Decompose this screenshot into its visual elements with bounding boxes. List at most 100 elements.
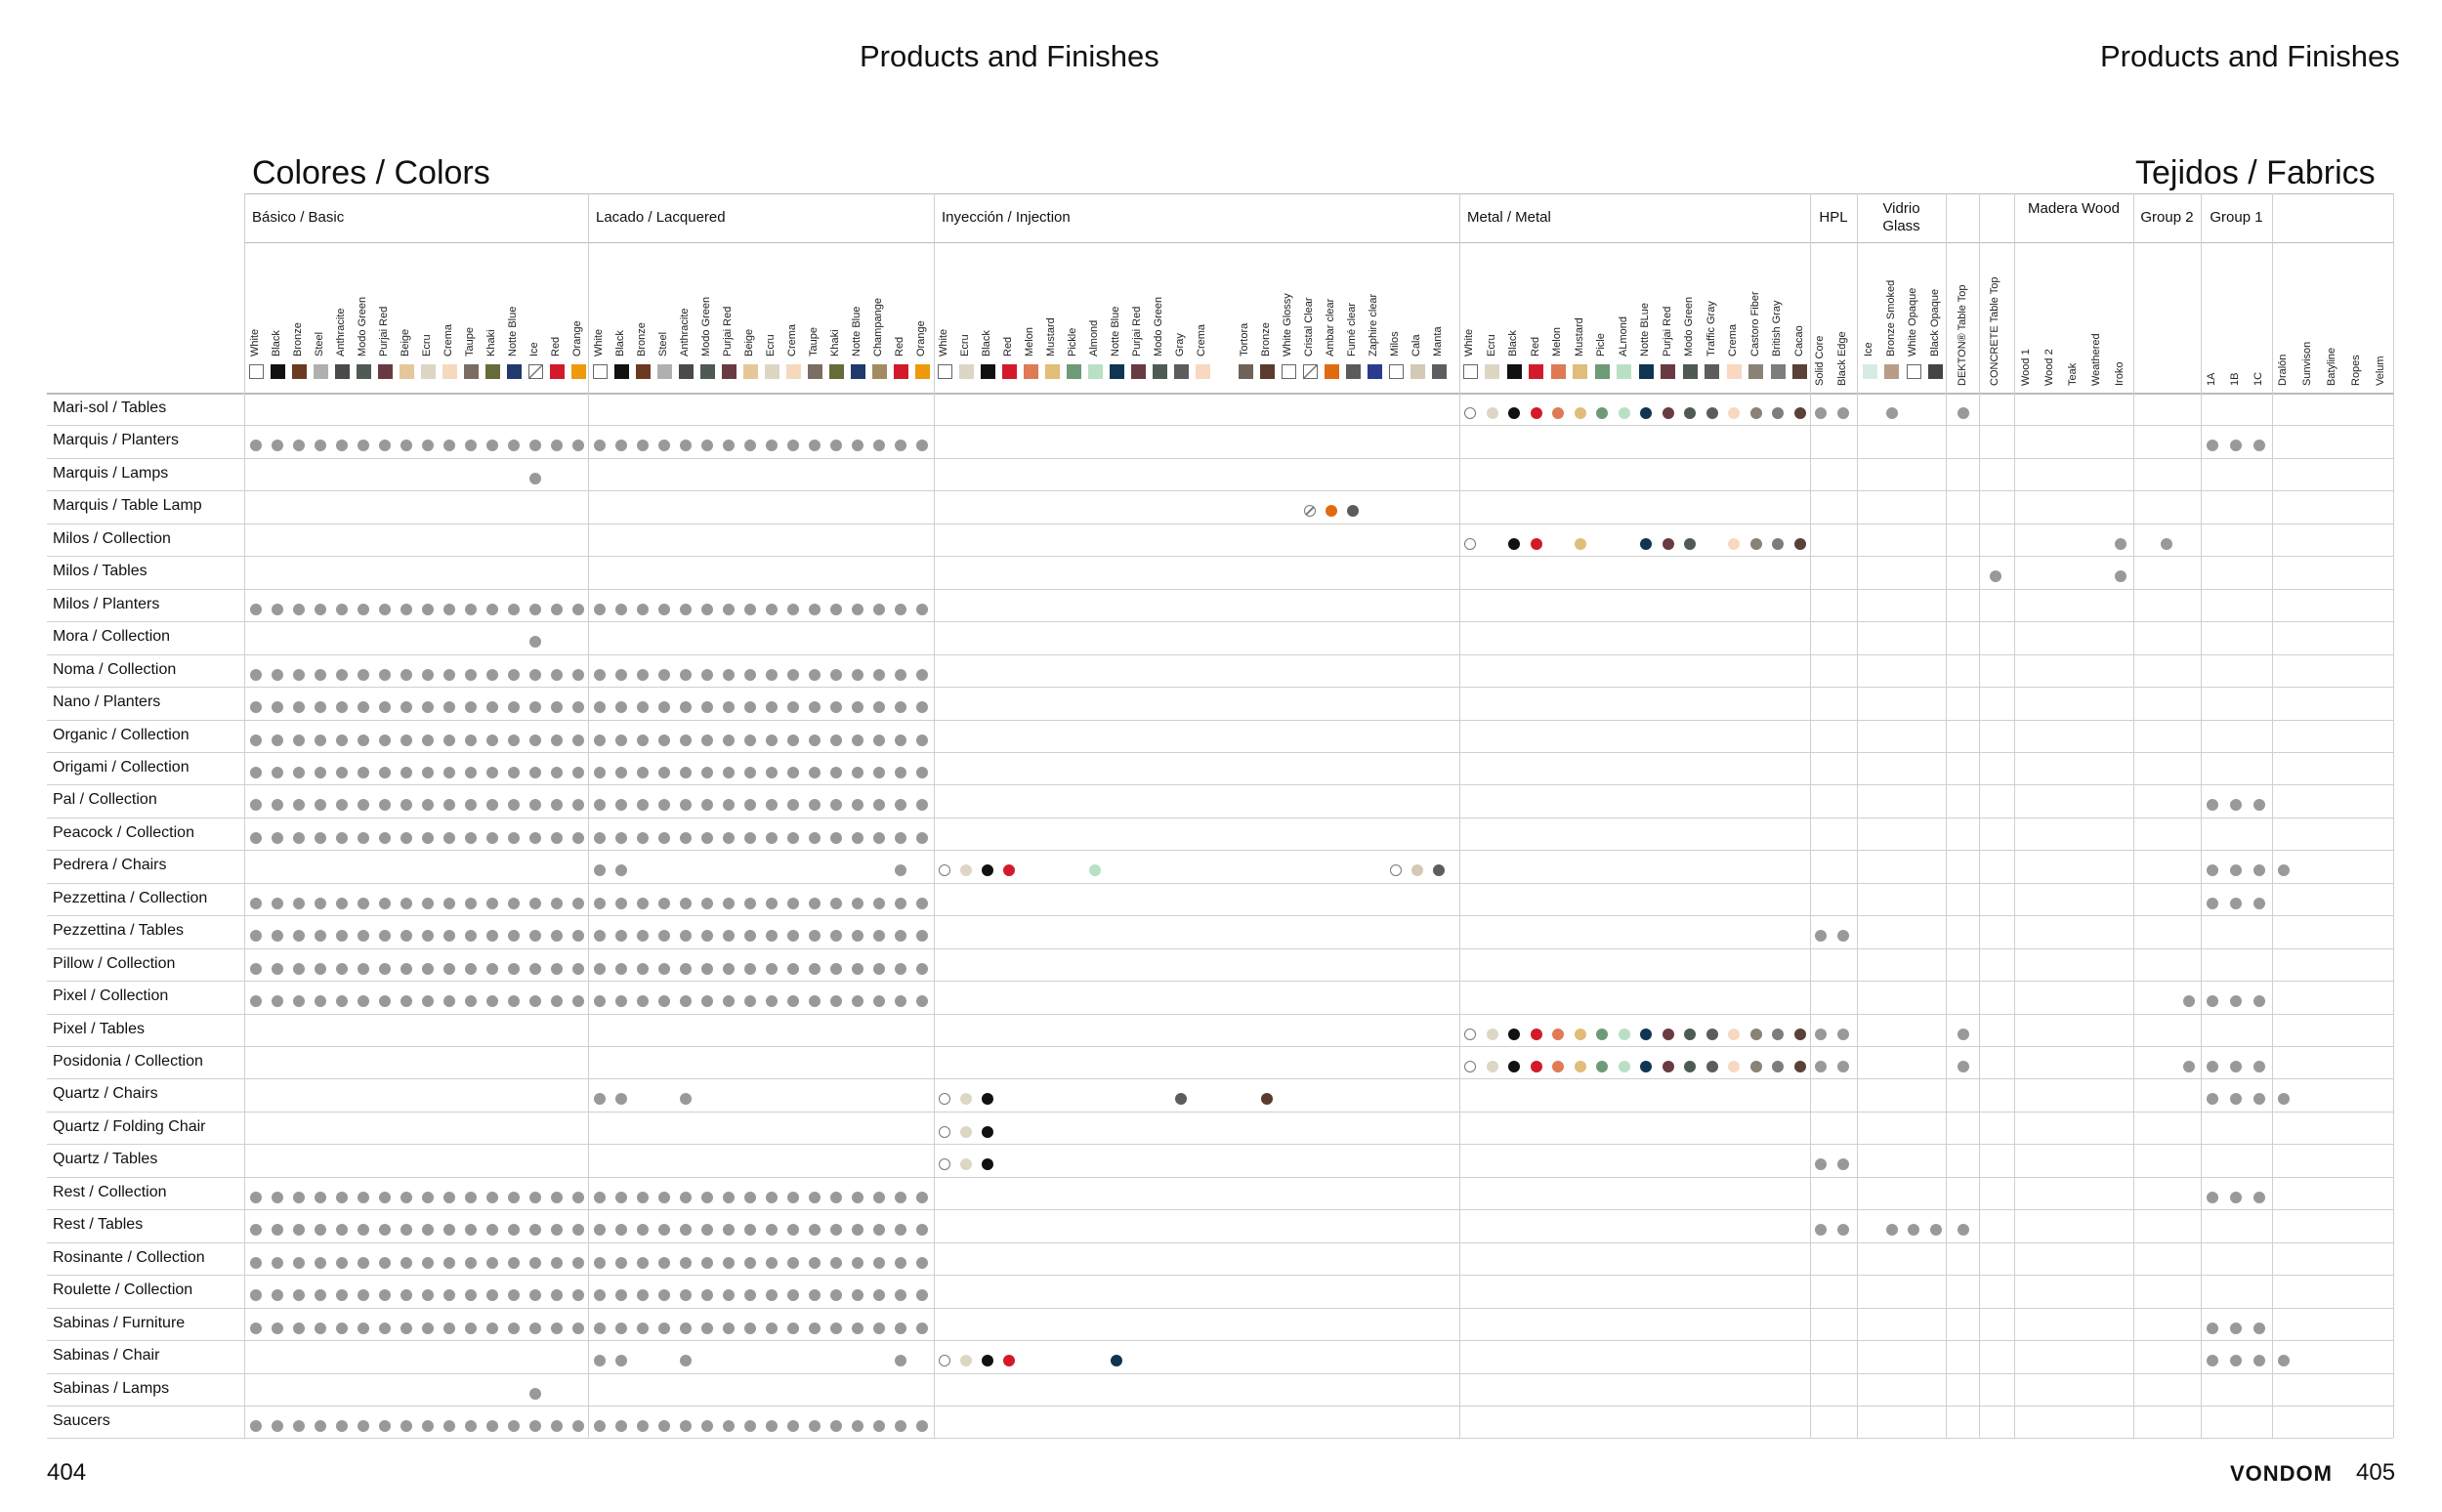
column-rule [1810, 193, 1811, 1439]
availability-dot [465, 766, 477, 778]
availability-dot [551, 897, 563, 909]
availability-dot [1815, 1028, 1827, 1040]
availability-dot [2161, 537, 2172, 550]
row-rule [47, 490, 2393, 491]
availability-dot [873, 897, 885, 909]
availability-dot [2230, 995, 2242, 1008]
availability-dot [680, 1289, 692, 1302]
availability-dot [250, 962, 262, 975]
availability-dot [1552, 1061, 1564, 1072]
availability-dot [809, 603, 821, 615]
column-name: Batyline [2326, 347, 2337, 386]
availability-dot [400, 962, 412, 975]
availability-dot [982, 1093, 993, 1106]
availability-dot [852, 440, 863, 452]
availability-dot [852, 930, 863, 943]
availability-dot [873, 701, 885, 714]
availability-dot [766, 799, 778, 812]
availability-dot [465, 897, 477, 909]
swatch [1617, 364, 1631, 379]
availability-dot [744, 1419, 756, 1432]
availability-dot [1574, 407, 1586, 419]
column-name: Melon [1551, 327, 1563, 357]
availability-dot [852, 897, 863, 909]
availability-dot [486, 734, 498, 746]
availability-dot [2207, 897, 2218, 909]
availability-dot [1390, 864, 1402, 877]
availability-dot [508, 701, 520, 714]
availability-dot [594, 766, 606, 778]
availability-dot [250, 1256, 262, 1269]
availability-dot [852, 734, 863, 746]
availability-dot [809, 930, 821, 943]
swatch [1173, 364, 1189, 379]
availability-dot [1464, 1061, 1476, 1072]
availability-dot [443, 930, 455, 943]
swatch [807, 364, 822, 379]
availability-dot [315, 701, 326, 714]
availability-dot [1662, 537, 1674, 550]
availability-dot [701, 897, 713, 909]
availability-dot [852, 995, 863, 1008]
availability-dot [830, 766, 842, 778]
column-name: Black [1507, 330, 1519, 357]
availability-dot [637, 440, 649, 452]
availability-dot [315, 668, 326, 681]
availability-dot [1596, 1061, 1608, 1072]
availability-dot [1433, 864, 1445, 877]
availability-dot [809, 1419, 821, 1432]
availability-dot [637, 603, 649, 615]
availability-dot [400, 1256, 412, 1269]
row-rule [47, 1308, 2393, 1309]
availability-dot [895, 831, 906, 844]
product-label: Marquis / Lamps [53, 464, 169, 482]
swatch [484, 364, 500, 379]
swatch [1044, 364, 1060, 379]
availability-dot [895, 734, 906, 746]
availability-dot [744, 1256, 756, 1269]
column-name: Orange [571, 320, 583, 357]
availability-dot [982, 1158, 993, 1171]
availability-dot [895, 897, 906, 909]
row-rule [47, 981, 2393, 982]
group-header-3: Metal / Metal [1467, 209, 1551, 226]
availability-dot [809, 1322, 821, 1334]
availability-dot [680, 831, 692, 844]
availability-dot [873, 1419, 885, 1432]
availability-dot [723, 1224, 735, 1237]
availability-dot [336, 1419, 348, 1432]
availability-dot [529, 766, 541, 778]
availability-dot [744, 766, 756, 778]
availability-dot [422, 962, 434, 975]
availability-dot [830, 1289, 842, 1302]
swatch [1001, 364, 1017, 379]
column-name: Cacao [1792, 325, 1805, 357]
availability-dot [658, 930, 670, 943]
availability-dot [358, 668, 369, 681]
availability-dot [594, 440, 606, 452]
availability-dot [2253, 897, 2265, 909]
availability-dot [895, 668, 906, 681]
availability-dot [637, 1191, 649, 1203]
availability-dot [1728, 537, 1740, 550]
availability-dot [250, 799, 262, 812]
product-label: Pezzettina / Tables [53, 922, 185, 940]
availability-dot [336, 603, 348, 615]
availability-dot [787, 1419, 799, 1432]
availability-dot [1705, 407, 1718, 419]
availability-dot [895, 1322, 906, 1334]
availability-dot [615, 864, 627, 877]
swatch [785, 364, 801, 379]
swatch [1238, 364, 1253, 379]
availability-dot [744, 734, 756, 746]
product-label: Noma / Collection [53, 660, 177, 678]
availability-dot [422, 734, 434, 746]
availability-dot [486, 1322, 498, 1334]
availability-dot [422, 897, 434, 909]
availability-dot [830, 962, 842, 975]
availability-dot [529, 1224, 541, 1237]
swatch [506, 364, 522, 379]
column-rule [2272, 193, 2273, 1439]
column-name: Beige [400, 328, 411, 357]
availability-dot [379, 1419, 391, 1432]
